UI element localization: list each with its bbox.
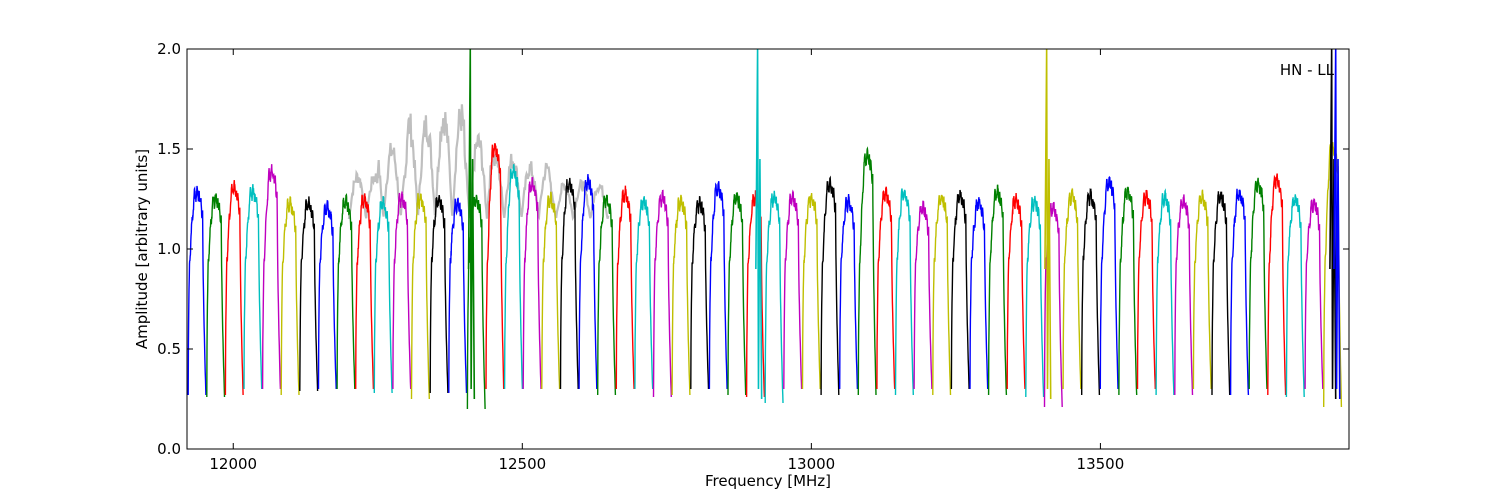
y-tick-label: 0.5 [157, 340, 181, 358]
x-axis-label: Frequency [MHz] [705, 472, 831, 490]
y-tick-label: 1.5 [157, 140, 181, 158]
channel-trace-20 [541, 191, 561, 390]
channel-trace-44 [987, 184, 1008, 396]
channel-trace-46 [1025, 195, 1045, 398]
channel-trace-11 [373, 196, 393, 394]
channel-trace-14 [429, 195, 449, 394]
channel-trace-52 [1136, 189, 1156, 390]
channel-trace-18 [503, 164, 524, 390]
channel-trace-25 [634, 196, 654, 390]
channel-trace-36 [839, 193, 859, 390]
channel-trace-2 [206, 193, 226, 398]
channel-trace-22 [578, 174, 598, 390]
channel-trace-48 [1062, 187, 1082, 390]
channel-trace-15 [448, 197, 468, 394]
channel-trace-29 [708, 181, 728, 390]
channel-trace-50 [1099, 175, 1119, 390]
channel-trace-51 [1118, 186, 1138, 396]
channel-trace-60 [1285, 194, 1305, 398]
channel-trace-58 [1248, 177, 1268, 390]
channel-trace-61 [1304, 197, 1324, 390]
channel-trace-4 [243, 184, 263, 390]
channel-trace-53 [1155, 188, 1175, 396]
channel-trace-35 [820, 175, 840, 396]
channel-trace-55 [1192, 189, 1212, 390]
channel-trace-8 [317, 199, 337, 390]
channel-trace-41 [932, 194, 952, 396]
plot-annotation: HN - LL [1280, 61, 1335, 79]
channel-trace-54 [1174, 194, 1194, 396]
channel-trace-31 [745, 190, 766, 398]
channel-trace-57 [1229, 188, 1250, 396]
y-axis-label: Amplitude [arbitrary units] [133, 149, 151, 349]
channel-trace-26 [652, 189, 672, 398]
channel-trace-45 [1006, 192, 1026, 390]
channel-trace-12 [392, 191, 412, 390]
axis-ticks: 12000 12500 13000 13500 0.0 0.5 1.0 1.5 2.0 [157, 40, 1349, 473]
spike-3 [1044, 49, 1052, 400]
channel-trace-13 [410, 193, 430, 400]
channel-trace-23 [597, 194, 617, 396]
channel-trace-7 [299, 196, 319, 392]
channel-trace-6 [280, 196, 300, 396]
x-tick-label: 13500 [1077, 455, 1125, 473]
channel-trace-39 [894, 188, 914, 396]
channel-trace-19 [522, 176, 542, 390]
spectrum-traces [187, 49, 1343, 410]
channel-trace-43 [969, 197, 989, 390]
channel-trace-33 [783, 189, 803, 390]
channel-trace-30 [727, 192, 747, 396]
channel-trace-21 [559, 177, 579, 390]
channel-trace-32 [764, 190, 784, 404]
channel-trace-5 [261, 164, 282, 390]
x-tick-label: 12000 [209, 455, 257, 473]
channel-trace-38 [876, 186, 896, 390]
y-tick-label: 1.0 [157, 240, 181, 258]
background-trace [347, 104, 610, 222]
spike-5 [1333, 49, 1341, 400]
channel-trace-34 [801, 192, 821, 390]
spike-1 [467, 49, 476, 400]
channel-trace-27 [671, 194, 691, 396]
channel-trace-49 [1080, 188, 1101, 396]
x-tick-label: 12500 [498, 455, 546, 473]
y-tick-label: 0.0 [157, 440, 181, 458]
x-tick-label: 13000 [787, 455, 835, 473]
channel-trace-37 [857, 146, 877, 396]
channel-trace-59 [1267, 173, 1287, 396]
channel-trace-10 [355, 193, 375, 390]
channel-trace-3 [224, 180, 244, 396]
channel-trace-42 [950, 189, 970, 390]
channel-trace-40 [913, 200, 933, 390]
y-tick-label: 2.0 [157, 40, 181, 58]
channel-trace-28 [690, 196, 710, 390]
spike-2 [755, 49, 763, 400]
channel-trace-9 [336, 192, 356, 390]
channel-trace-56 [1211, 191, 1231, 396]
channel-trace-1 [187, 185, 207, 396]
channel-trace-17 [485, 143, 505, 390]
channel-trace-24 [615, 185, 635, 390]
